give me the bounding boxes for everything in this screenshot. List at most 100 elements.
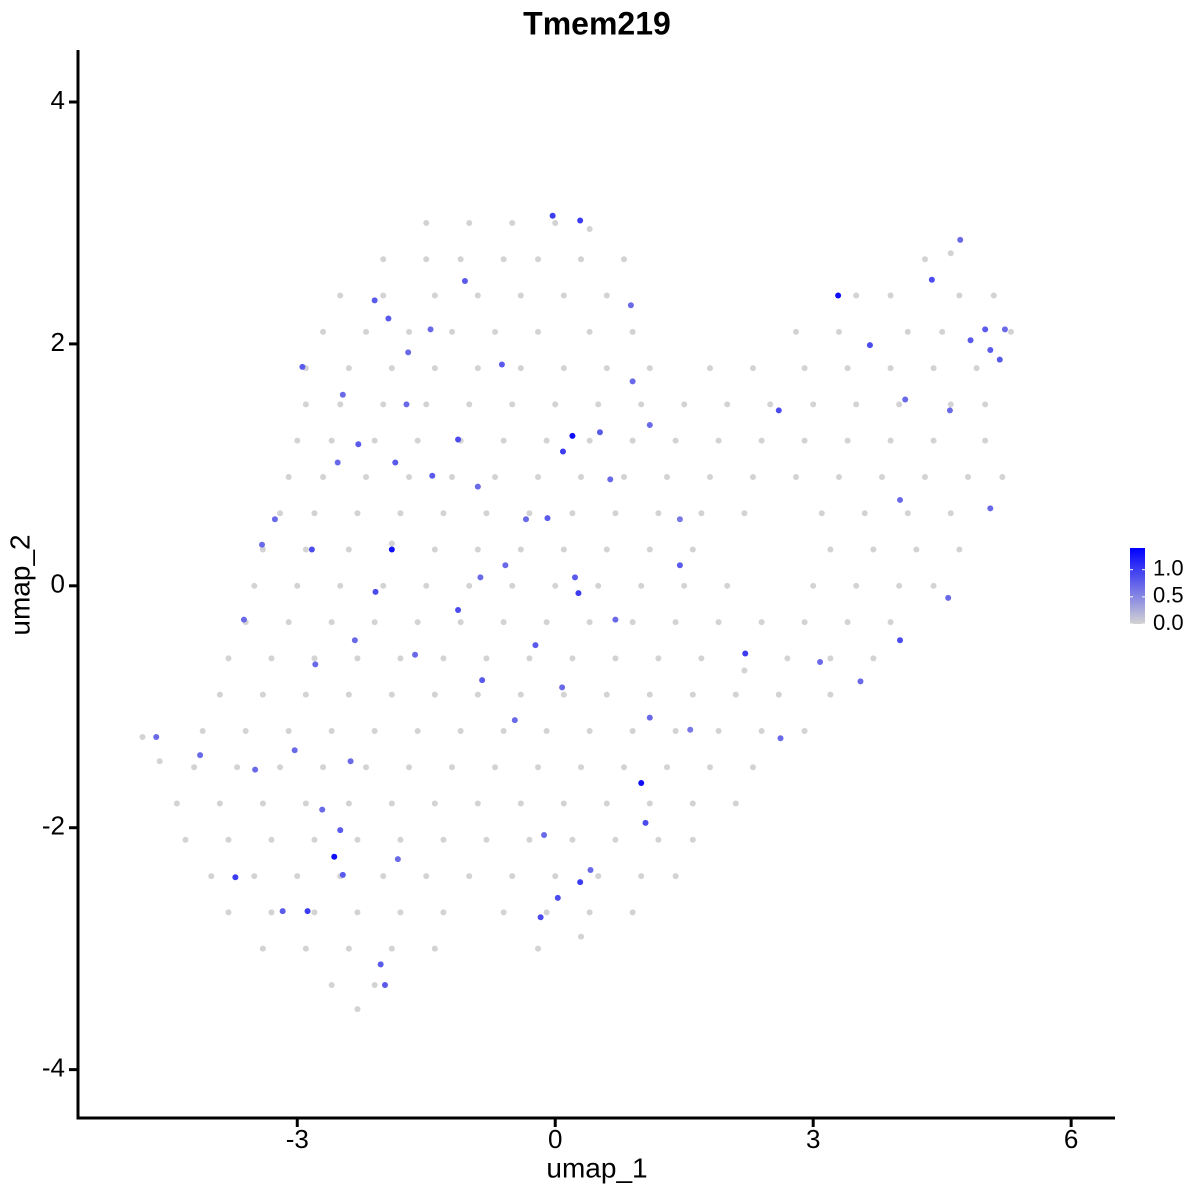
point [345,546,352,553]
point [337,401,344,408]
point [259,800,266,807]
point [749,764,756,771]
point [638,779,645,786]
point [741,510,748,517]
point [655,510,662,517]
point [500,437,507,444]
point [466,873,473,880]
point [483,655,490,662]
point [397,655,404,662]
point [707,365,714,372]
point [197,752,204,759]
point [354,1006,361,1013]
point [355,441,362,448]
point [423,401,430,408]
point [388,365,395,372]
point [423,873,430,880]
point [930,365,937,372]
point [388,546,395,553]
point [698,655,705,662]
point [896,582,903,589]
point [483,836,490,843]
point [380,256,387,263]
point [397,909,404,916]
chart-title: Tmem219 [523,5,671,41]
point [537,914,544,921]
point [672,437,679,444]
point [492,764,499,771]
point [431,365,438,372]
point [431,546,438,553]
point [921,473,928,480]
x-axis-title: umap_1 [546,1152,647,1183]
point [312,661,319,668]
point [603,546,610,553]
point [921,256,928,263]
point [646,800,653,807]
point [268,655,275,662]
point [182,836,189,843]
point [232,874,239,881]
point [328,437,335,444]
point [775,691,782,698]
point [956,292,963,299]
point [559,448,566,455]
point [569,432,576,439]
point [423,256,430,263]
point [689,691,696,698]
point [535,473,542,480]
point [629,328,636,335]
point [440,836,447,843]
point [371,981,378,988]
y-tick-label: 0 [51,569,65,599]
point [331,853,338,860]
point [646,691,653,698]
point [304,908,311,915]
point [603,691,610,698]
point [354,655,361,662]
point [945,594,952,601]
point [1007,328,1014,335]
point [844,365,851,372]
point [612,836,619,843]
point [861,510,868,517]
point [381,981,388,988]
point [655,655,662,662]
point [423,219,430,226]
point [498,361,505,368]
point [311,909,318,916]
point [502,562,509,569]
point [251,873,258,880]
point [440,655,447,662]
point [380,292,387,299]
point [629,378,636,385]
point [638,582,645,589]
point [526,655,533,662]
point [939,328,946,335]
point [784,655,791,662]
point [887,292,894,299]
point [595,873,602,880]
point [928,276,935,283]
point [466,582,473,589]
point [449,473,456,480]
point [827,546,834,553]
point [827,655,834,662]
point [320,473,327,480]
point [559,684,566,691]
point [638,873,645,880]
point [363,328,370,335]
point [818,510,825,517]
point [311,655,318,662]
point [612,655,619,662]
point [380,873,387,880]
point [586,437,593,444]
point [466,219,473,226]
point [259,945,266,952]
point [982,437,989,444]
point [715,619,722,626]
point [982,401,989,408]
y-tick-label: -4 [42,1052,65,1082]
point [913,546,920,553]
point [946,407,953,414]
